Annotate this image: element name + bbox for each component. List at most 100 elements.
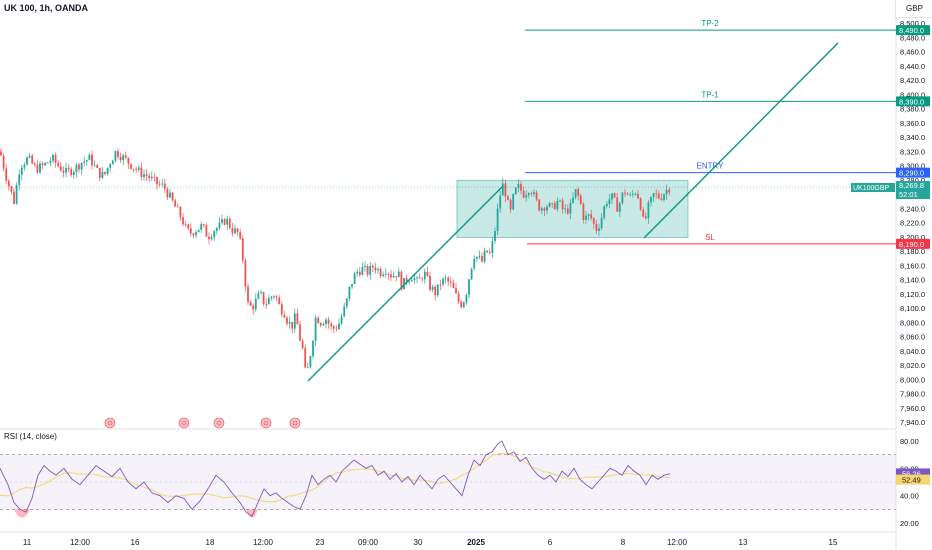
y-axis-tick: 7,940.0 — [900, 418, 925, 427]
candle — [62, 166, 65, 178]
y-axis-tick: 8,000.0 — [900, 375, 925, 384]
event-marker-dot — [263, 420, 269, 426]
candle-body — [187, 224, 190, 229]
candle-body — [0, 151, 2, 156]
candle-body — [431, 286, 434, 290]
candle — [577, 187, 580, 201]
candle-body — [239, 232, 242, 239]
candle — [520, 180, 522, 195]
candle — [361, 262, 364, 276]
candle — [499, 190, 502, 213]
x-axis-tick: 12:00 — [253, 538, 274, 547]
candle-body — [5, 168, 8, 181]
candle — [642, 207, 645, 218]
candle-body — [135, 168, 138, 170]
rsi-value-text: 56.26 — [902, 469, 921, 478]
x-axis-tick: 12:00 — [70, 538, 91, 547]
currency-label[interactable]: GBP — [895, 0, 932, 18]
candle-body — [288, 321, 291, 324]
candle — [353, 271, 356, 285]
candle — [644, 212, 647, 220]
candle — [382, 271, 385, 278]
candle-body — [621, 192, 624, 204]
candle — [36, 159, 39, 174]
rsi-ma-text: 52.49 — [902, 476, 921, 485]
candle-body — [501, 183, 504, 196]
candle-body — [265, 304, 268, 305]
candle-body — [377, 269, 379, 271]
candle-body — [351, 284, 353, 287]
candle-body — [605, 203, 608, 207]
rsi-indicator-label[interactable]: RSI (14, close) — [4, 432, 57, 441]
candle-body — [379, 269, 382, 277]
candle-body — [244, 260, 247, 287]
candle — [44, 162, 47, 167]
candle — [223, 218, 226, 226]
candle — [608, 194, 611, 209]
candle — [600, 213, 603, 231]
event-marker-icon — [289, 417, 301, 429]
candle — [13, 187, 15, 205]
candle — [57, 160, 60, 168]
candle-body — [208, 236, 210, 240]
candle-body — [210, 237, 213, 240]
candle — [345, 298, 348, 310]
candle — [291, 321, 294, 334]
candle — [626, 192, 629, 196]
candle-body — [322, 324, 325, 326]
candle — [509, 198, 512, 214]
candle-body — [647, 202, 650, 219]
rsi-oversold-fill — [14, 509, 30, 518]
candle-body — [174, 200, 177, 207]
candle-body — [218, 222, 221, 229]
candle — [444, 274, 447, 284]
y-axis-tick: 8,440.0 — [900, 62, 925, 71]
candle-body — [291, 321, 294, 329]
candle — [96, 164, 99, 169]
candle-body — [192, 233, 195, 236]
candle-body — [109, 164, 112, 168]
candle-body — [504, 183, 507, 197]
candle-body — [663, 194, 665, 200]
candle — [158, 180, 161, 187]
candle — [460, 299, 463, 309]
candle — [52, 153, 54, 164]
candle-body — [241, 238, 244, 261]
candle-body — [236, 228, 239, 233]
candle — [252, 303, 255, 315]
candle-body — [161, 183, 164, 185]
candle-body — [569, 202, 572, 214]
candle-body — [397, 271, 400, 278]
candle-body — [517, 183, 520, 188]
x-axis-tick: 09:00 — [358, 538, 379, 547]
candle-body — [483, 250, 486, 262]
candle-body — [559, 200, 561, 202]
candle-body — [561, 200, 564, 210]
candle-body — [179, 206, 182, 218]
y-axis-tick: 8,320.0 — [900, 147, 925, 156]
candle-body — [530, 193, 533, 195]
candle-body — [579, 195, 582, 204]
candle — [431, 284, 434, 293]
candle-body — [520, 183, 522, 191]
candle — [473, 255, 476, 271]
candle-body — [137, 167, 140, 170]
candle-body — [267, 297, 270, 305]
candle-body — [145, 174, 148, 176]
candle — [426, 266, 429, 278]
candle-body — [592, 218, 595, 224]
candle — [348, 286, 351, 301]
candle-body — [522, 190, 525, 198]
candle-body — [366, 265, 369, 275]
candle — [202, 223, 205, 228]
candle — [244, 258, 247, 292]
level-label-sl: SL — [705, 233, 715, 242]
candle-body — [582, 203, 585, 220]
candle — [358, 267, 361, 278]
candle — [124, 151, 127, 160]
candle-body — [327, 319, 330, 324]
candle — [325, 317, 327, 329]
candle — [189, 223, 192, 237]
candle — [618, 201, 621, 218]
